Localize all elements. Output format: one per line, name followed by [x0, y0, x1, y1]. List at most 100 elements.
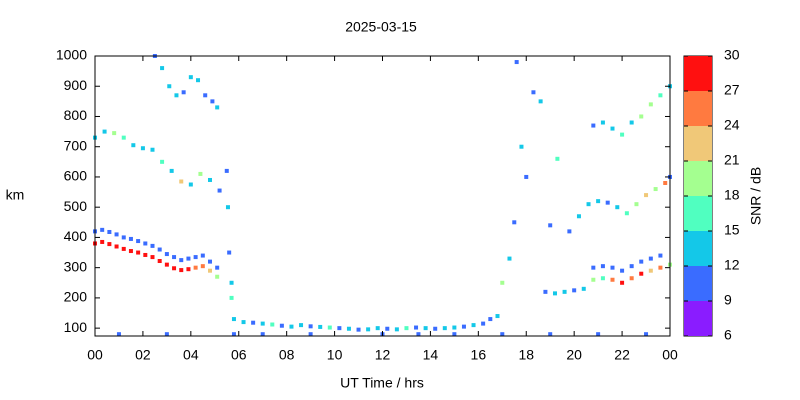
- echo-point: [186, 256, 191, 261]
- echo-point: [225, 205, 230, 210]
- echo-point: [164, 332, 169, 337]
- echo-point: [639, 271, 644, 276]
- x-axis-label: UT Time / hrs: [340, 375, 424, 391]
- echo-point: [553, 291, 557, 296]
- echo-point: [251, 320, 256, 325]
- colorbar-band: [684, 196, 712, 231]
- echo-point: [581, 286, 586, 291]
- y-tick-label: 1000: [56, 47, 87, 63]
- echo-point: [231, 332, 236, 337]
- echo-point: [193, 255, 198, 260]
- echo-point: [658, 93, 663, 98]
- echo-point: [591, 123, 596, 128]
- echo-point: [198, 171, 203, 176]
- colorbar-band: [684, 301, 712, 336]
- echo-point: [308, 324, 313, 329]
- echo-point: [121, 235, 126, 240]
- colorbar-band: [684, 231, 712, 266]
- echo-point: [150, 255, 155, 260]
- echo-point: [610, 265, 615, 270]
- echo-point: [562, 289, 567, 294]
- echo-point: [500, 332, 505, 337]
- echo-point: [260, 321, 265, 326]
- echo-point: [215, 265, 220, 270]
- x-tick-label: 18: [518, 347, 534, 363]
- echo-point: [452, 332, 457, 337]
- echo-point: [181, 90, 186, 95]
- echo-point: [620, 280, 625, 285]
- y-tick-label: 800: [64, 107, 88, 123]
- colorbar-tick-label: 21: [724, 152, 740, 168]
- y-tick-label: 700: [64, 137, 88, 153]
- echo-point: [217, 188, 222, 193]
- echo-point: [160, 66, 165, 71]
- echo-point: [572, 288, 577, 293]
- echo-point: [208, 259, 212, 264]
- echo-point: [538, 99, 543, 104]
- colorbar-tick-label: 12: [724, 257, 740, 273]
- echo-point: [576, 214, 581, 219]
- echo-point: [169, 168, 174, 173]
- colorbar-band: [684, 161, 712, 196]
- echo-point: [433, 326, 438, 331]
- colorbar-tick-label: 24: [724, 117, 740, 133]
- y-tick-label: 100: [64, 319, 88, 335]
- x-tick-label: 12: [375, 347, 391, 363]
- x-tick-label: 14: [423, 347, 439, 363]
- echo-point: [208, 177, 212, 182]
- echo-point: [624, 211, 629, 216]
- echo-point: [414, 325, 419, 330]
- echo-point: [241, 320, 246, 325]
- echo-point: [500, 280, 505, 285]
- echo-point: [375, 326, 380, 331]
- echo-point: [648, 268, 653, 273]
- echo-point: [346, 326, 351, 331]
- x-tick-label: 10: [327, 347, 343, 363]
- echo-point: [188, 75, 193, 80]
- x-tick-label: 02: [135, 347, 151, 363]
- x-tick-label: 22: [614, 347, 630, 363]
- echo-point: [663, 180, 668, 185]
- echo-point: [404, 326, 409, 331]
- echo-point: [229, 280, 234, 285]
- echo-point: [131, 143, 136, 148]
- echo-point: [524, 174, 529, 179]
- echo-point: [179, 258, 184, 263]
- echo-point: [150, 147, 155, 152]
- echo-point: [318, 324, 323, 329]
- echo-point: [634, 202, 639, 207]
- echo-point: [610, 277, 615, 282]
- echo-point: [514, 60, 519, 65]
- echo-point: [548, 223, 553, 228]
- echo-point: [140, 146, 145, 151]
- echo-point: [116, 332, 121, 337]
- echo-point: [644, 193, 649, 198]
- echo-point: [620, 268, 625, 273]
- echo-point: [167, 84, 172, 89]
- echo-point: [548, 332, 553, 337]
- echo-point: [471, 323, 476, 328]
- y-tick-label: 200: [64, 289, 88, 305]
- echo-point: [200, 253, 205, 258]
- echo-point: [308, 332, 313, 337]
- y-tick-label: 400: [64, 228, 88, 244]
- echo-point: [461, 324, 466, 329]
- echo-point: [639, 114, 644, 119]
- y-tick-label: 500: [64, 198, 88, 214]
- echo-point: [620, 132, 625, 137]
- echo-point: [186, 267, 191, 272]
- echo-point: [102, 129, 107, 134]
- x-tick-label: 06: [231, 347, 247, 363]
- colorbar-label: SNR / dB: [748, 167, 764, 225]
- echo-point: [596, 199, 601, 204]
- echo-point: [629, 276, 634, 281]
- echo-point: [107, 242, 112, 247]
- y-tick-label: 300: [64, 258, 88, 274]
- plot-frame: [94, 55, 671, 337]
- echo-point: [200, 264, 205, 269]
- echo-point: [260, 332, 265, 337]
- echo-point: [164, 262, 169, 267]
- echo-point: [653, 187, 658, 192]
- echo-point: [488, 317, 493, 322]
